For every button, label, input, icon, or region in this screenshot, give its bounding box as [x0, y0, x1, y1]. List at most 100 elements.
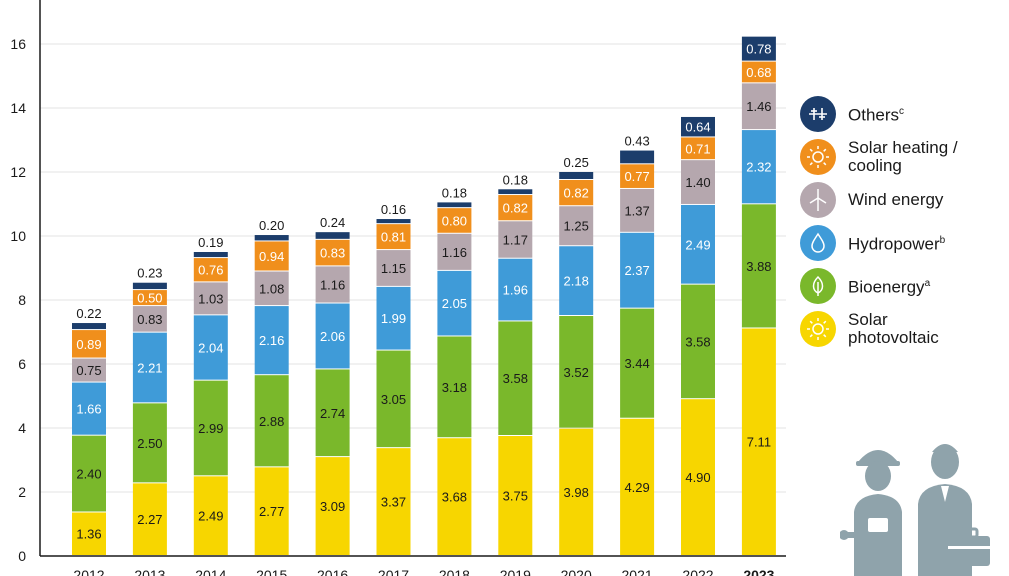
data-label: 3.09	[320, 499, 345, 514]
legend-sup-bioenergy: a	[924, 278, 931, 290]
bar-segment	[681, 399, 715, 555]
data-label: 1.16	[320, 277, 345, 292]
data-label: 4.29	[624, 480, 649, 495]
bar-segment	[315, 457, 350, 555]
bar-segment	[741, 328, 776, 555]
data-label: 0.94	[259, 249, 284, 264]
bar-segment	[681, 160, 715, 204]
data-label: 1.37	[624, 203, 649, 218]
data-label: 2.21	[137, 361, 162, 376]
y-tick-label: 4	[18, 420, 26, 436]
y-tick-label: 0	[18, 548, 26, 564]
y-tick-label: 8	[18, 292, 26, 308]
bar-segment	[681, 204, 715, 284]
bar-segment	[376, 448, 411, 555]
y-tick-label: 12	[10, 164, 26, 180]
data-label: 0.19	[198, 235, 223, 250]
bar-segment	[193, 315, 228, 380]
x-tick-label: 2020	[561, 567, 592, 576]
bar-segment	[254, 235, 289, 241]
legend-sup-hydropower: b	[939, 235, 946, 247]
bar-segment	[559, 206, 594, 246]
data-label: 3.58	[685, 334, 710, 349]
legend-label-others: Others	[848, 105, 900, 125]
bar-segment	[620, 232, 655, 308]
data-label: 2.32	[746, 160, 771, 175]
x-tick-label: 2023	[743, 567, 774, 576]
data-label: 0.68	[746, 65, 771, 80]
bar-segment	[254, 271, 289, 306]
bar-segment	[254, 306, 289, 375]
legend-label-bioenergy: Bioenergy	[848, 277, 925, 297]
bar-segment	[559, 316, 594, 428]
x-tick-label: 2018	[439, 567, 470, 576]
data-label: 0.43	[624, 134, 649, 149]
data-label: 1.66	[76, 402, 101, 417]
x-tick-label: 2015	[256, 567, 287, 576]
data-label: 2.88	[259, 414, 284, 429]
bar-segment	[376, 250, 411, 286]
x-tick-label: 2019	[500, 567, 531, 576]
bar-segment	[681, 116, 715, 137]
bar-segment	[498, 258, 533, 321]
data-label: 2.27	[137, 512, 162, 527]
stacked-bar-chart: 0 2 4 6 8 10 12 14 16 1.36 2.40 1.66 0.75 0.89 0.22 201…	[10, 0, 786, 576]
data-label: 1.46	[746, 99, 771, 114]
data-label: 0.78	[746, 42, 771, 57]
bar-segment	[132, 403, 167, 483]
legend-item-hydropower: Hydropowerb	[800, 225, 1005, 261]
bar-segment	[437, 208, 472, 233]
y-tick-label: 2	[18, 484, 26, 500]
bar-segment	[681, 137, 715, 160]
data-label: 1.96	[503, 283, 528, 298]
bar-segment	[559, 172, 594, 179]
x-tick-label: 2021	[622, 567, 653, 576]
bar-segment	[681, 284, 715, 399]
bar-segment	[72, 323, 106, 330]
legend-item-bioenergy: Bioenergya	[800, 268, 1005, 304]
bar-segment	[254, 241, 289, 271]
data-label: 0.82	[503, 201, 528, 216]
data-label: 0.25	[564, 155, 589, 170]
legend-label-solar-heating: Solar heating / cooling	[848, 138, 958, 175]
bar-segment	[132, 306, 167, 332]
bar-segment	[620, 188, 655, 232]
data-label: 2.99	[198, 421, 223, 436]
bar-segment	[315, 232, 350, 239]
data-label: 0.24	[320, 215, 345, 230]
data-label: 2.18	[564, 274, 589, 289]
x-tick-label: 2012	[73, 567, 104, 576]
bar-segment	[498, 436, 533, 555]
y-tick-label: 14	[10, 100, 26, 116]
data-label: 2.50	[137, 436, 162, 451]
data-label: 1.36	[76, 527, 101, 542]
data-label: 0.50	[137, 291, 162, 306]
bar-segment	[132, 483, 167, 555]
data-label: 0.81	[381, 230, 406, 245]
data-label: 3.52	[564, 365, 589, 380]
data-label: 0.18	[503, 172, 528, 187]
data-label: 1.03	[198, 291, 223, 306]
bar-segment	[620, 418, 655, 555]
legend-item-solar-pv: Solar photovoltaic	[800, 311, 1005, 347]
bar-segment	[498, 189, 533, 195]
bar-segment	[437, 336, 472, 438]
data-label: 2.49	[198, 509, 223, 524]
bar-segment	[559, 246, 594, 315]
legend-label-hydropower: Hydropower	[848, 234, 940, 254]
data-label: 0.83	[320, 246, 345, 261]
bar-segment	[437, 270, 472, 336]
data-label: 2.16	[259, 333, 284, 348]
water-drop-icon	[800, 225, 836, 261]
x-tick-label: 2013	[134, 567, 165, 576]
data-label: 0.82	[564, 186, 589, 201]
bar-segment	[193, 380, 228, 476]
y-tick-label: 16	[10, 36, 26, 52]
bar-segment	[132, 332, 167, 403]
data-label: 0.77	[624, 169, 649, 184]
data-label: 0.76	[198, 263, 223, 278]
legend-label-wind: Wind energy	[848, 190, 944, 209]
data-label: 3.75	[503, 489, 528, 504]
y-tick-label: 10	[10, 228, 26, 244]
bar-segment	[315, 369, 350, 457]
